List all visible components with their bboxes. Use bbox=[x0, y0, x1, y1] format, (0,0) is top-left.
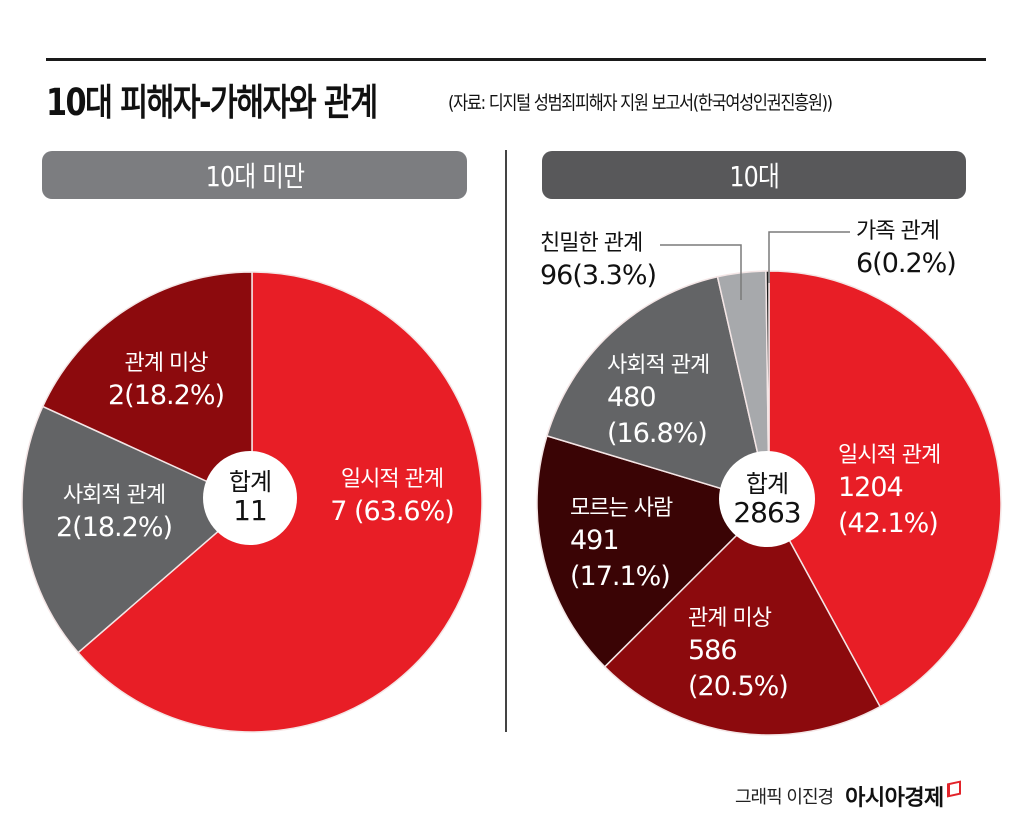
leader-line-intimate bbox=[660, 244, 742, 300]
slice-value-stranger: 491 bbox=[570, 525, 619, 556]
total-label: 합계 bbox=[746, 470, 788, 498]
pie-slice-social bbox=[21, 405, 254, 654]
slice-label-social: 사회적 관계 bbox=[607, 353, 709, 378]
panel-title-teens: 10대 bbox=[729, 160, 779, 193]
slice-value-family: 6(0.2%) bbox=[856, 248, 956, 279]
slice-label-temporary: 일시적 관계 bbox=[838, 443, 940, 468]
total-value: 2863 bbox=[733, 496, 800, 529]
pie-center-hole bbox=[719, 451, 815, 547]
total-value: 11 bbox=[233, 494, 267, 527]
panel-header-under-10: 10대 미만 bbox=[42, 151, 467, 199]
graphic-credit: 그래픽 이진경 bbox=[735, 787, 834, 808]
slice-percent-temporary: (42.1%) bbox=[838, 508, 938, 539]
slice-value-unknown_relation: 586 bbox=[688, 635, 737, 666]
slice-value-social: 480 bbox=[607, 382, 656, 413]
slice-percent-social: (16.8%) bbox=[607, 418, 707, 449]
slice-value-unknown_relation: 2(18.2%) bbox=[108, 380, 224, 411]
slice-label-intimate: 친밀한 관계 bbox=[540, 231, 642, 256]
chart-title: 10대 피해자-가해자와 관계 bbox=[46, 81, 378, 124]
panel-header-teens: 10대 bbox=[542, 151, 966, 199]
slice-label-family: 가족 관계 bbox=[856, 219, 939, 244]
pie-slice-stranger bbox=[536, 434, 771, 668]
slice-value-temporary: 7 (63.6%) bbox=[330, 496, 454, 527]
slice-label-unknown_relation: 관계 미상 bbox=[125, 351, 209, 376]
pie-slice-unknown_relation bbox=[603, 501, 882, 736]
leader-line-family bbox=[768, 231, 850, 283]
top-rule bbox=[46, 58, 986, 61]
slice-label-temporary: 일시적 관계 bbox=[341, 467, 443, 492]
pie-center-hole bbox=[203, 451, 297, 545]
slice-value-social: 2(18.2%) bbox=[56, 512, 172, 543]
footer: 그래픽 이진경 아시아경제 bbox=[735, 780, 961, 812]
slice-percent-stranger: (17.1%) bbox=[570, 561, 670, 592]
slice-value-intimate: 96(3.3%) bbox=[540, 260, 656, 291]
pie-slice-temporary bbox=[768, 270, 1002, 708]
pie-slice-unknown_relation bbox=[41, 271, 253, 504]
total-label: 합계 bbox=[229, 468, 271, 496]
source-note: (자료: 디지털 성범죄피해자 지원 보고서(한국여성인권진흥원)) bbox=[448, 92, 833, 114]
slice-percent-unknown_relation: (20.5%) bbox=[688, 671, 788, 702]
panel-divider bbox=[505, 150, 507, 732]
slice-value-temporary: 1204 bbox=[838, 472, 903, 503]
slice-label-social: 사회적 관계 bbox=[63, 483, 165, 508]
brand-mark-icon bbox=[946, 780, 961, 798]
slice-label-stranger: 모르는 사람 bbox=[570, 496, 673, 521]
panel-title-under-10: 10대 미만 bbox=[205, 160, 304, 193]
pie-slice-social bbox=[545, 275, 771, 505]
slice-label-unknown_relation: 관계 미상 bbox=[688, 606, 772, 631]
brand-logo-text: 아시아경제 bbox=[845, 786, 944, 811]
